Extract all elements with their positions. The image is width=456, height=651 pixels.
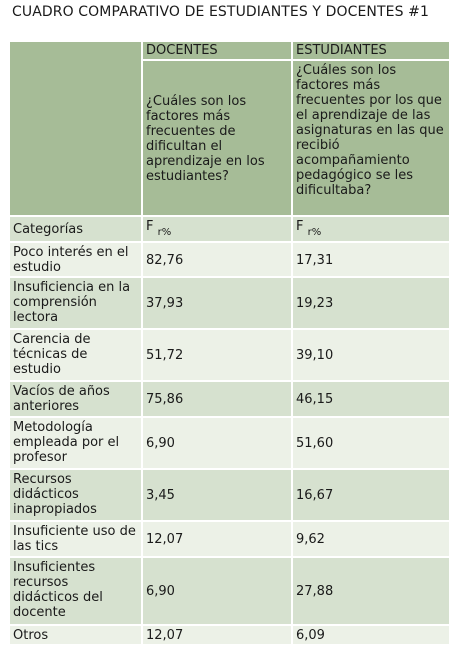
- category-cell: Vacíos de años anteriores: [8, 380, 143, 418]
- category-cell: Carencia de técnicas de estudio: [8, 328, 143, 382]
- category-cell: Recursos didácticos inapropiados: [8, 468, 143, 522]
- docentes-value: 6,90: [141, 556, 293, 626]
- category-cell: Insuficientes recursos didácticos del do…: [8, 556, 143, 626]
- freq-header-estudiantes: F r%: [291, 215, 451, 243]
- estudiantes-value: 17,31: [291, 241, 451, 278]
- table-row: Insuficiente uso de las tics 12,07 9,62: [8, 520, 451, 558]
- estudiantes-value: 39,10: [291, 328, 451, 382]
- docentes-value: 3,45: [141, 468, 293, 522]
- category-cell: Poco interés en el estudio: [8, 241, 143, 278]
- docentes-value: 51,72: [141, 328, 293, 382]
- estudiantes-value: 6,09: [291, 624, 451, 646]
- estudiantes-value: 51,60: [291, 416, 451, 470]
- question-estudiantes: ¿Cuáles son los factores más frecuentes …: [291, 59, 451, 217]
- docentes-value: 12,07: [141, 624, 293, 646]
- docentes-value: 6,90: [141, 416, 293, 470]
- category-cell: Insuficiencia en la comprensión lectora: [8, 276, 143, 330]
- estudiantes-value: 19,23: [291, 276, 451, 330]
- table-row: Carencia de técnicas de estudio 51,72 39…: [8, 328, 451, 382]
- freq-symbol: F: [146, 219, 154, 234]
- freq-subscript: r%: [157, 227, 172, 238]
- category-cell: Metodología empleada por el profesor: [8, 416, 143, 470]
- category-cell: Otros: [8, 624, 143, 646]
- estudiantes-value: 16,67: [291, 468, 451, 522]
- column-header-estudiantes: ESTUDIANTES: [291, 40, 451, 61]
- table-row: Metodología empleada por el profesor 6,9…: [8, 416, 451, 470]
- freq-header-docentes: F r%: [141, 215, 293, 243]
- categorias-label: Categorías: [8, 215, 143, 243]
- freq-subscript: r%: [307, 227, 322, 238]
- table-row: Insuficiencia en la comprensión lectora …: [8, 276, 451, 330]
- header-row: DOCENTES ESTUDIANTES: [8, 40, 451, 217]
- docentes-value: 82,76: [141, 241, 293, 278]
- table-row: Otros 12,07 6,09: [8, 624, 451, 646]
- question-docentes: ¿Cuáles son los factores más frecuentes …: [141, 59, 293, 217]
- docentes-value: 37,93: [141, 276, 293, 330]
- comparison-table: DOCENTES ESTUDIANTES ¿Cuáles son los fac…: [8, 40, 451, 646]
- table-caption: CUADRO COMPARATIVO DE ESTUDIANTES Y DOCE…: [12, 4, 429, 20]
- docentes-value: 12,07: [141, 520, 293, 558]
- column-header-docentes: DOCENTES: [141, 40, 293, 61]
- header-blank-cell: [8, 40, 143, 217]
- estudiantes-value: 27,88: [291, 556, 451, 626]
- freq-symbol: F: [296, 219, 304, 234]
- subheader-row: Categorías F r% F r%: [8, 215, 451, 243]
- table-row: Vacíos de años anteriores 75,86 46,15: [8, 380, 451, 418]
- docentes-value: 75,86: [141, 380, 293, 418]
- estudiantes-value: 9,62: [291, 520, 451, 558]
- table-row: Insuficientes recursos didácticos del do…: [8, 556, 451, 626]
- estudiantes-value: 46,15: [291, 380, 451, 418]
- category-cell: Insuficiente uso de las tics: [8, 520, 143, 558]
- table-row: Recursos didácticos inapropiados 3,45 16…: [8, 468, 451, 522]
- question-row: ¿Cuáles son los factores más frecuentes …: [9, 59, 451, 217]
- table-row: Poco interés en el estudio 82,76 17,31: [8, 241, 451, 278]
